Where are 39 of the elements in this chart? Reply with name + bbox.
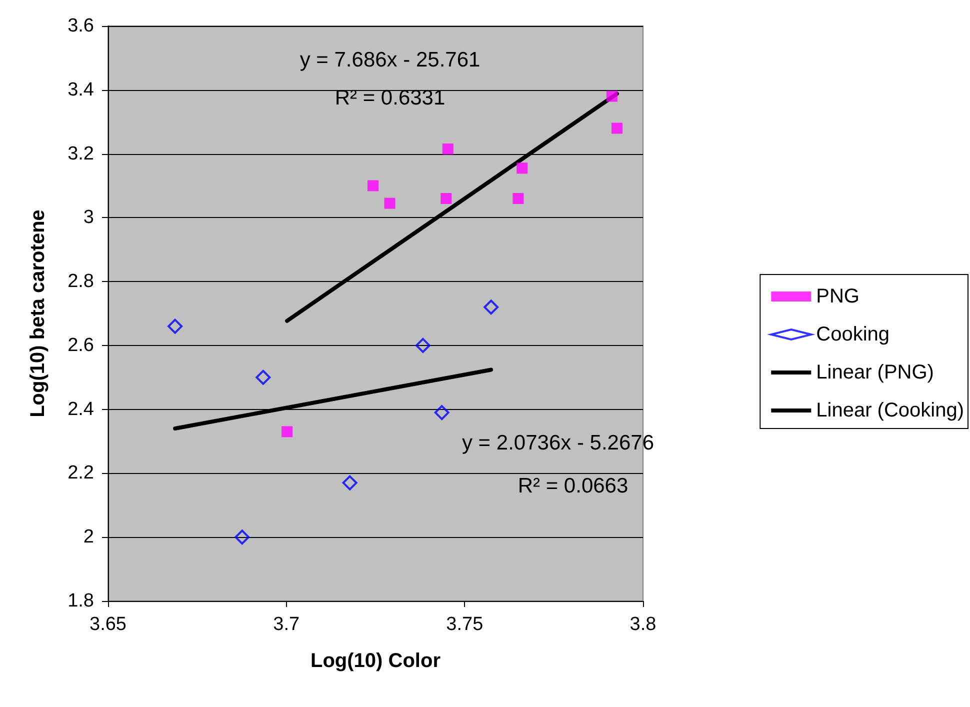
annotation: R² = 0.0663 xyxy=(518,474,628,498)
y-tick-label: 2 xyxy=(83,526,94,548)
legend-label: Linear (PNG) xyxy=(816,362,934,384)
point xyxy=(516,162,528,174)
legend-label: Cooking xyxy=(816,324,890,346)
point xyxy=(384,198,396,209)
point xyxy=(611,122,622,134)
point xyxy=(484,300,499,315)
point xyxy=(282,426,293,438)
annotation: y = 7.686x - 25.761 xyxy=(300,48,480,72)
y-tick-label: 2.4 xyxy=(68,398,94,420)
point xyxy=(342,475,358,490)
point xyxy=(256,370,271,385)
legend-label: Linear (Cooking) xyxy=(816,400,964,422)
y-tick-label: 3.4 xyxy=(68,79,94,100)
x-tick-label: 3.75 xyxy=(446,614,484,635)
y-tick-label: 2.2 xyxy=(68,462,94,484)
point xyxy=(234,530,250,545)
point xyxy=(168,318,183,334)
point xyxy=(415,338,430,353)
y-tick-label: 1.8 xyxy=(68,590,94,612)
y-tick-label: 2.6 xyxy=(68,334,94,356)
legend-label: PNG xyxy=(816,286,860,308)
x-tick-label: 3.65 xyxy=(90,614,126,635)
point xyxy=(606,90,618,102)
point xyxy=(512,193,524,204)
point xyxy=(440,193,452,204)
point xyxy=(434,405,450,420)
annotation: y = 2.0736x - 5.2676 xyxy=(462,432,654,454)
x-tick-label: 3.8 xyxy=(630,614,656,635)
point xyxy=(368,180,379,192)
y-tick-label: 3 xyxy=(83,207,94,228)
y-tick-label: 3.6 xyxy=(68,16,94,36)
point xyxy=(442,143,454,154)
x-axis-title: Log(10) Color xyxy=(310,650,441,672)
y-tick-label: 2.8 xyxy=(68,271,94,292)
y-axis-title: Log(10) beta carotene xyxy=(27,210,49,418)
y-tick-label: 3.2 xyxy=(68,143,94,164)
x-tick-label: 3.7 xyxy=(273,614,300,635)
